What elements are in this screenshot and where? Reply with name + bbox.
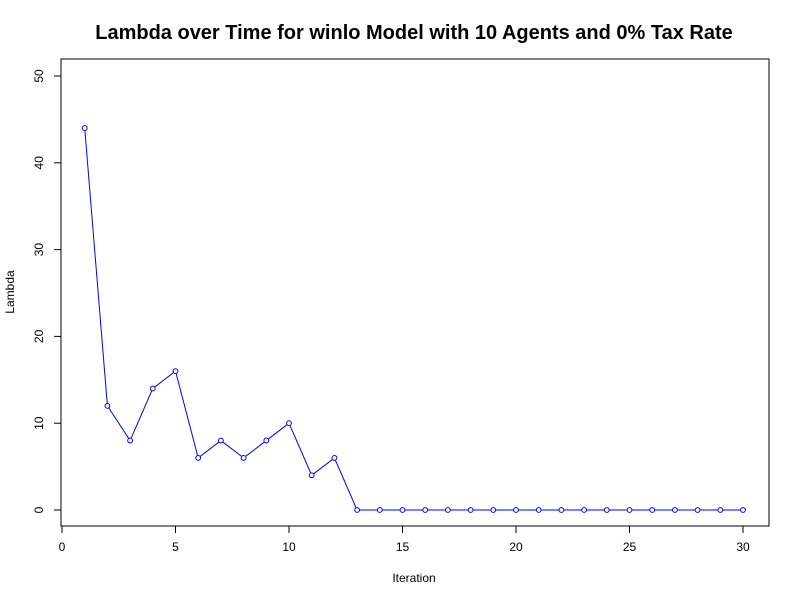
- data-point: [535, 507, 542, 513]
- data-point: [422, 507, 429, 513]
- data-point: [263, 437, 270, 444]
- chart-title: Lambda over Time for winlo Model with 10…: [95, 22, 733, 44]
- data-point: [195, 455, 202, 461]
- x-tick-label: 0: [59, 540, 66, 554]
- data-point: [694, 507, 701, 513]
- data-point: [558, 507, 565, 513]
- data-point: [376, 507, 383, 513]
- data-point: [581, 507, 587, 513]
- y-tick-label: 20: [32, 329, 46, 343]
- y-axis-title: Lambda: [3, 270, 17, 314]
- data-point: [603, 507, 610, 513]
- x-tick-label: 25: [623, 540, 637, 554]
- data-point: [127, 437, 134, 444]
- data-point: [308, 472, 315, 479]
- data-point: [354, 507, 361, 513]
- series-line: [84, 128, 743, 511]
- data-point: [445, 507, 451, 513]
- data-point: [218, 437, 224, 444]
- x-axis-title: Iteration: [392, 571, 435, 585]
- data-point: [490, 507, 497, 513]
- x-tick-label: 30: [736, 540, 750, 554]
- data-point: [626, 507, 633, 513]
- data-point: [149, 385, 156, 392]
- plot-frame: [60, 58, 770, 527]
- data-point: [740, 507, 746, 513]
- data-point: [513, 507, 519, 513]
- y-tick-label: 50: [32, 69, 46, 83]
- data-point: [172, 368, 179, 375]
- x-axis: 0 5 10 15 20 25 30: [59, 525, 750, 554]
- data-point: [467, 507, 474, 513]
- y-tick-label: 10: [32, 416, 46, 430]
- x-tick-label: 15: [396, 540, 410, 554]
- data-point: [81, 125, 88, 131]
- data-point: [104, 402, 111, 409]
- y-tick-label: 40: [32, 156, 46, 170]
- series-layer: [81, 125, 746, 513]
- data-point: [286, 420, 292, 427]
- y-tick-label: 30: [32, 243, 46, 257]
- data-point: [672, 507, 678, 513]
- x-tick-label: 10: [282, 540, 296, 554]
- data-point: [399, 507, 406, 513]
- data-point: [717, 507, 724, 513]
- x-tick-label: 20: [509, 540, 523, 554]
- data-point: [240, 455, 247, 461]
- x-tick-label: 5: [172, 540, 179, 554]
- data-point: [331, 455, 338, 461]
- y-tick-label: 0: [32, 506, 46, 513]
- y-axis: 0 10 20 30 40 50: [32, 69, 62, 513]
- data-point: [649, 507, 656, 513]
